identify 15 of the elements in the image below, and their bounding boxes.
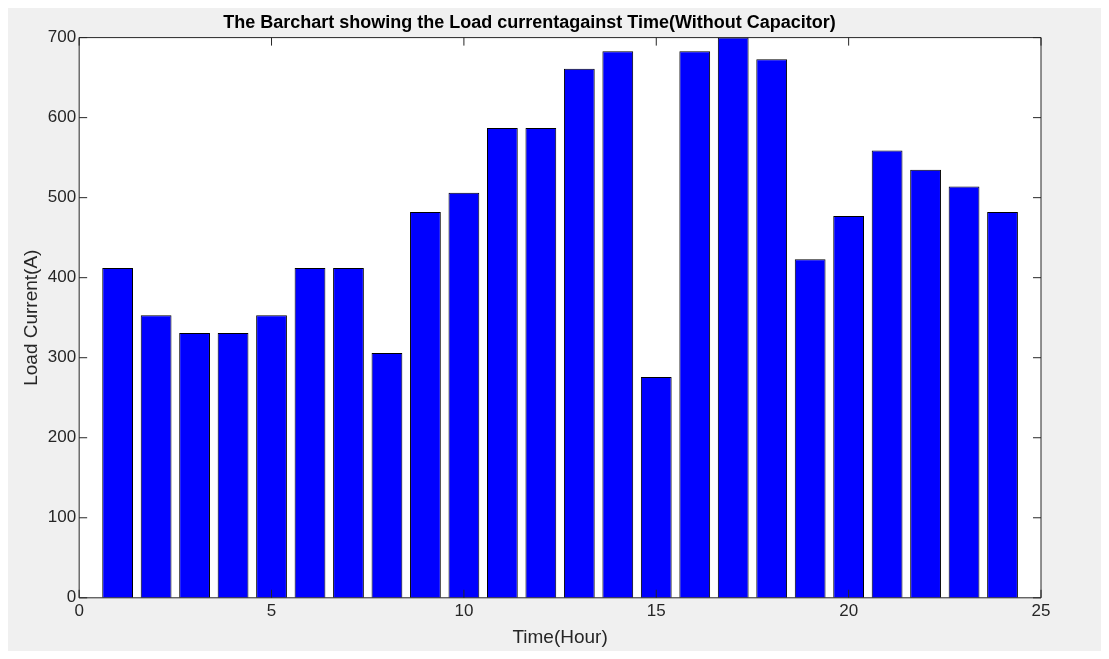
x-tick-label: 25 xyxy=(1031,600,1051,620)
y-tick-label: 500 xyxy=(47,187,77,207)
x-tick-label: 10 xyxy=(454,600,474,620)
y-tick-label: 600 xyxy=(47,107,77,127)
y-tick-label: 200 xyxy=(47,427,77,447)
y-tick-label: 400 xyxy=(47,267,77,287)
y-tick-label: 700 xyxy=(47,27,77,47)
y-tick-label: 300 xyxy=(47,347,77,367)
x-tick-label: 5 xyxy=(266,600,277,620)
chart-title: The Barchart showing the Load currentagainst Time(Without Capacitor) xyxy=(223,11,836,32)
y-axis-title: Load Current(A) xyxy=(19,249,41,386)
x-axis-title: Time(Hour) xyxy=(512,625,608,647)
x-tick-label: 20 xyxy=(839,600,859,620)
y-tick-label: 100 xyxy=(47,507,77,527)
x-tick-label: 15 xyxy=(646,600,666,620)
